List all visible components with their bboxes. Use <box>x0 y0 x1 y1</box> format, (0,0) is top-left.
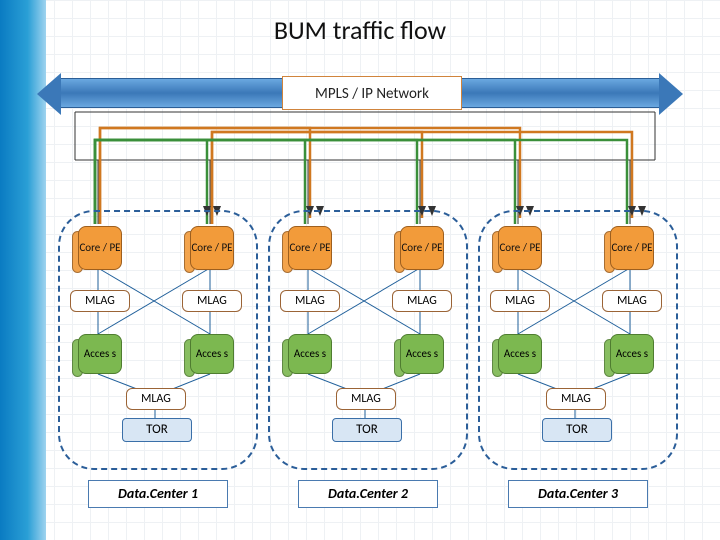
datacenter-3: Core / PE Core / PE MLAG MLAG Acces s Ac… <box>478 210 678 470</box>
mlag-node: MLAG <box>280 290 340 312</box>
mlag-label: MLAG <box>505 295 535 308</box>
mlag-label: MLAG <box>141 393 171 406</box>
core-label: Core / PE <box>289 242 330 254</box>
dc-label: Data.Center 3 <box>508 480 648 508</box>
tor-node: TOR <box>122 418 192 442</box>
access-label: Acces s <box>84 348 116 360</box>
mlag-label: MLAG <box>351 393 381 406</box>
access-node: Acces s <box>288 334 332 374</box>
access-node: Acces s <box>400 334 444 374</box>
datacenter-1: Core / PE Core / PE MLAG MLAG Acces s Ac… <box>58 210 258 470</box>
core-pe-node: Core / PE <box>78 226 122 270</box>
access-node: Acces s <box>78 334 122 374</box>
access-label: Acces s <box>294 348 326 360</box>
tor-label: TOR <box>356 423 378 437</box>
core-label: Core / PE <box>499 242 540 254</box>
core-pe-node: Core / PE <box>400 226 444 270</box>
mlag-label: MLAG <box>197 295 227 308</box>
tor-node: TOR <box>332 418 402 442</box>
core-pe-node: Core / PE <box>610 226 654 270</box>
mlag-node: MLAG <box>126 388 186 410</box>
dc-label: Data.Center 2 <box>298 480 438 508</box>
core-pe-node: Core / PE <box>288 226 332 270</box>
access-node: Acces s <box>610 334 654 374</box>
access-label: Acces s <box>616 348 648 360</box>
mlag-node: MLAG <box>70 290 130 312</box>
core-pe-node: Core / PE <box>498 226 542 270</box>
tor-label: TOR <box>146 423 168 437</box>
mlag-node: MLAG <box>490 290 550 312</box>
core-label: Core / PE <box>401 242 442 254</box>
core-label: Core / PE <box>79 242 120 254</box>
mlag-label: MLAG <box>561 393 591 406</box>
banner-label: MPLS / IP Network <box>282 76 462 110</box>
network-banner: MPLS / IP Network <box>60 78 660 108</box>
mlag-node: MLAG <box>182 290 242 312</box>
mlag-label: MLAG <box>295 295 325 308</box>
mlag-label: MLAG <box>85 295 115 308</box>
mlag-label: MLAG <box>407 295 437 308</box>
core-pe-node: Core / PE <box>190 226 234 270</box>
dc-label: Data.Center 1 <box>88 480 228 508</box>
access-node: Acces s <box>190 334 234 374</box>
mlag-node: MLAG <box>602 290 662 312</box>
tor-node: TOR <box>542 418 612 442</box>
access-label: Acces s <box>196 348 228 360</box>
mlag-node: MLAG <box>546 388 606 410</box>
access-node: Acces s <box>498 334 542 374</box>
access-label: Acces s <box>504 348 536 360</box>
datacenter-2: Core / PE Core / PE MLAG MLAG Acces s Ac… <box>268 210 468 470</box>
access-label: Acces s <box>406 348 438 360</box>
tor-label: TOR <box>566 423 588 437</box>
core-label: Core / PE <box>611 242 652 254</box>
core-label: Core / PE <box>191 242 232 254</box>
mlag-label: MLAG <box>617 295 647 308</box>
page-title: BUM traffic flow <box>0 14 720 46</box>
mlag-node: MLAG <box>392 290 452 312</box>
mlag-node: MLAG <box>336 388 396 410</box>
